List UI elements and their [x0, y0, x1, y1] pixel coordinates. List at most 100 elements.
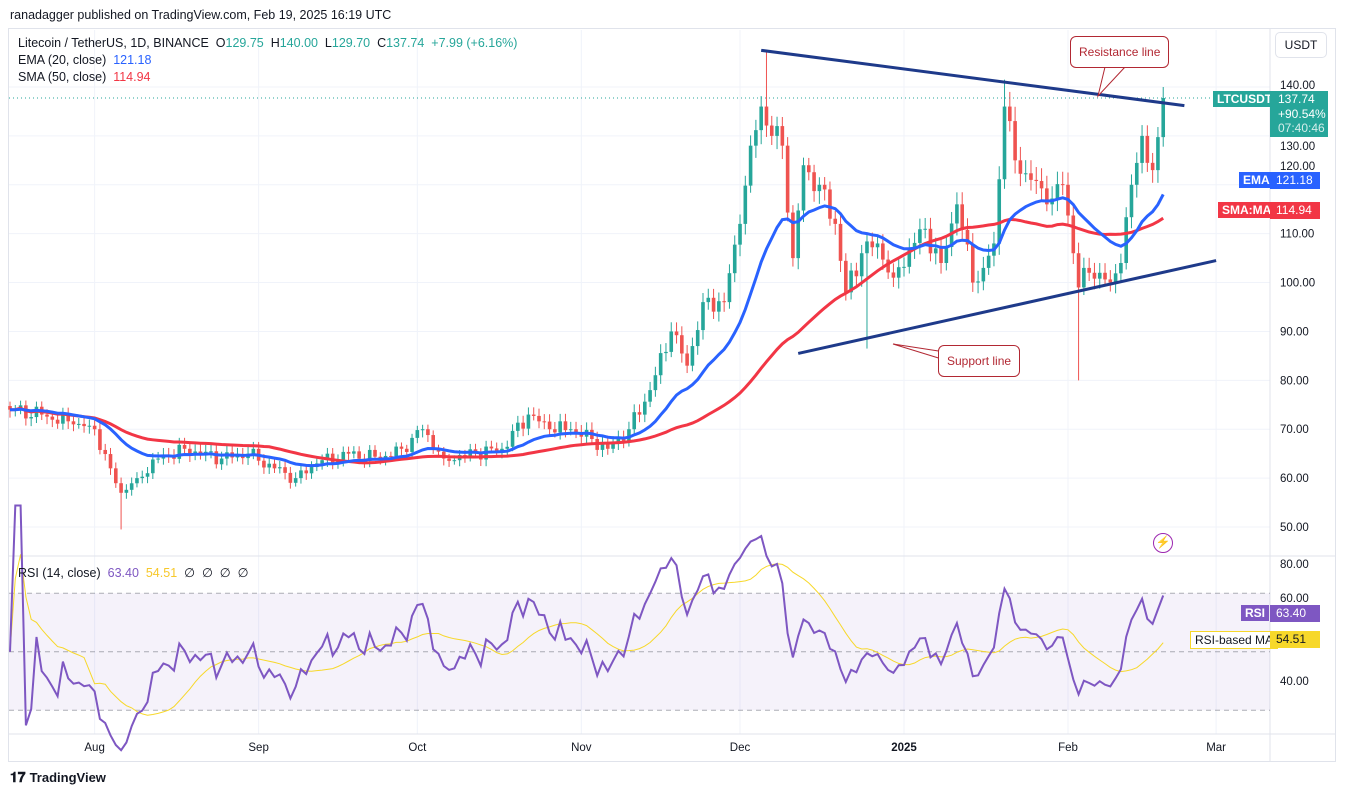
candle [981, 267, 986, 282]
candle [611, 443, 615, 449]
candle [1023, 173, 1028, 175]
candle [45, 414, 49, 417]
candle [997, 179, 1002, 244]
candle [769, 125, 774, 136]
candle [76, 423, 81, 425]
close-value: 137.74 [386, 36, 425, 50]
sma-legend[interactable]: SMA (50, close) 114.94 [18, 69, 517, 86]
tradingview-logo[interactable]: 𝟏𝟕 TradingView [10, 769, 106, 786]
candle [706, 297, 711, 303]
candle [98, 429, 102, 450]
candle [188, 448, 192, 456]
rsi-ma-tag: RSI-based MA [1190, 631, 1279, 649]
candle [436, 449, 441, 452]
support-callout[interactable]: Support line [938, 345, 1021, 377]
rsi-ma-value: 54.51 [145, 566, 178, 580]
candle [600, 442, 605, 450]
candle [71, 421, 76, 425]
candle [1076, 253, 1081, 288]
candle [516, 422, 520, 431]
candle [325, 453, 330, 461]
rsi-extra: ∅ [219, 566, 231, 580]
rsi-extra: ∅ [237, 566, 249, 580]
candle [526, 414, 531, 429]
candle [563, 421, 568, 431]
candle [759, 106, 763, 131]
candle [849, 270, 853, 293]
price-axis-label: 110.00 [1280, 229, 1314, 241]
candle [1119, 263, 1123, 274]
open-value: 129.75 [225, 36, 264, 50]
support-line [797, 259, 1217, 355]
rsi-axis-label: 40.00 [1280, 676, 1309, 688]
change-value: +7.99 (+6.16%) [431, 36, 518, 50]
ticker-tag: LTCUSDT [1213, 91, 1277, 107]
candle [1150, 162, 1155, 171]
candle [1134, 162, 1139, 185]
candle [87, 425, 92, 427]
candle [415, 430, 420, 438]
candle [637, 412, 642, 415]
candle [669, 331, 674, 352]
currency-button[interactable]: USDT [1275, 32, 1327, 58]
rsi-value: 63.40 [107, 566, 139, 580]
sma-value: 114.94 [113, 70, 151, 84]
candle [177, 444, 182, 459]
candle [970, 244, 975, 283]
candle [542, 421, 547, 423]
candle [452, 460, 457, 462]
candle [986, 255, 991, 268]
candle [299, 470, 303, 479]
candle [812, 172, 816, 192]
high-label: H [270, 36, 280, 50]
candle [346, 451, 351, 454]
candle [420, 429, 425, 431]
candle [785, 145, 790, 213]
candle [828, 189, 832, 219]
open-label: O [215, 36, 226, 50]
candle [960, 204, 964, 230]
candle [214, 451, 219, 465]
rsi-axis-label: 60.00 [1280, 593, 1309, 605]
rsi-legend[interactable]: RSI (14, close) 63.40 54.51 ∅ ∅ ∅ ∅ [18, 565, 249, 580]
candle [367, 449, 372, 462]
candle [949, 223, 954, 247]
candle [701, 302, 705, 331]
candle [135, 478, 139, 484]
candle [309, 467, 314, 474]
rsi-extra: ∅ [184, 566, 195, 580]
rsi-tag: RSI [1241, 605, 1270, 621]
candle [82, 423, 86, 427]
candle [399, 446, 404, 449]
candle [780, 126, 785, 146]
candle [690, 346, 695, 366]
candle [426, 429, 430, 436]
lightning-icon[interactable]: ⚡ [1153, 533, 1173, 553]
candle [933, 248, 938, 254]
candle [722, 301, 726, 303]
candle [1140, 135, 1144, 163]
close-label: C [377, 36, 387, 50]
price-axis-label: 130.00 [1280, 141, 1315, 153]
candle [886, 259, 890, 273]
candle [568, 429, 573, 431]
time-axis-label: Feb [1058, 742, 1078, 754]
resistance-callout[interactable]: Resistance line [1070, 36, 1170, 68]
symbol-name: Litecoin / TetherUS, 1D, BINANCE [18, 36, 209, 50]
time-axis-label: Nov [571, 742, 592, 754]
chart-legend: Litecoin / TetherUS, 1D, BINANCE O129.75… [18, 35, 517, 86]
candle [817, 184, 822, 192]
last-price: 137.74 [1278, 92, 1315, 106]
rsi-ma-line [9, 554, 1164, 716]
candle [547, 421, 552, 430]
candle [643, 401, 647, 415]
candle [209, 451, 213, 453]
ema-legend[interactable]: EMA (20, close) 121.18 [18, 52, 517, 69]
candle [1002, 106, 1007, 180]
candle [764, 106, 769, 126]
rsi-label: RSI (14, close) [18, 566, 101, 580]
candle [119, 483, 123, 493]
sma-line [9, 216, 1165, 465]
candle [8, 406, 12, 410]
